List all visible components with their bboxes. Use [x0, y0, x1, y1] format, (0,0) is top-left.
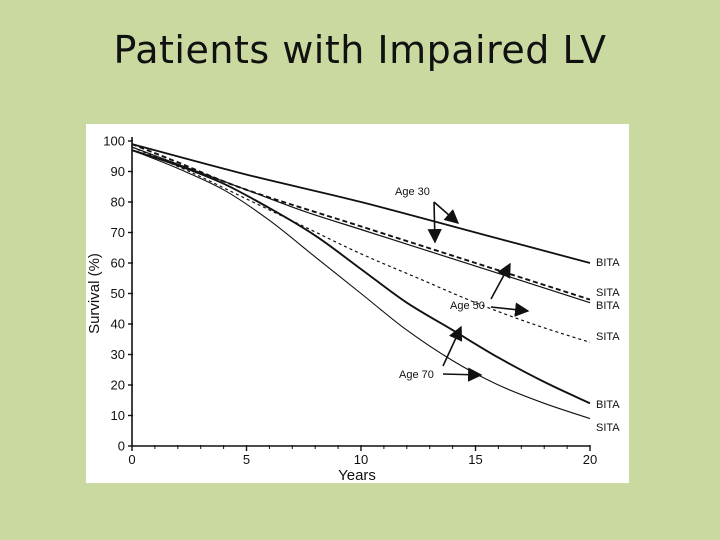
- series-line-age-50-bita: [131, 146, 591, 304]
- y-tick-label: 70: [111, 225, 125, 240]
- y-tick-label: 30: [111, 347, 125, 362]
- annotation-age-50: Age 50: [450, 300, 485, 312]
- series-line-age-70-bita: [131, 149, 591, 405]
- y-axis-title: Survival (%): [86, 253, 103, 334]
- x-axis-title: Years: [338, 467, 376, 483]
- y-tick-label: 20: [111, 378, 125, 393]
- y-tick-label: 40: [111, 317, 125, 332]
- survival-chart: 0 10 20 30 40 50 60 70 80 90 100 0 5 10 15 20 Years Survi…: [86, 134, 620, 485]
- x-tick-label: 20: [583, 452, 597, 467]
- chart-panel: 0 10 20 30 40 50 60 70 80 90 100 0 5 10 15 20 Years Survi…: [86, 124, 629, 485]
- y-tick-label: 50: [111, 286, 125, 301]
- annotation-age-30: Age 30: [395, 186, 430, 198]
- y-tick-label: 80: [111, 195, 125, 210]
- axes: 0 10 20 30 40 50 60 70 80 90 100 0 5 10 15 20 Years Survi…: [86, 134, 597, 485]
- y-tick-label: 60: [111, 256, 125, 271]
- series-line-age-70-sita: [131, 149, 591, 420]
- y-tick-label: 100: [103, 134, 125, 149]
- series-line-age-30-bita: [131, 143, 591, 264]
- end-label-bita: BITA: [596, 257, 620, 269]
- x-tick-label: 15: [468, 452, 482, 467]
- end-label-bita: BITA: [596, 300, 620, 312]
- annotation-arrow: [442, 367, 483, 382]
- end-label-sita: SITA: [596, 422, 620, 434]
- x-tick-label: 0: [128, 452, 135, 467]
- end-label-sita: SITA: [596, 287, 620, 299]
- annotation-arrow: [433, 201, 460, 224]
- slide-title: Patients with Impaired LV: [113, 28, 607, 72]
- annotation-arrow: [490, 302, 530, 317]
- series-line-age-50-sita: [131, 146, 591, 343]
- y-tick-label: 90: [111, 164, 125, 179]
- y-tick-label: 0: [118, 439, 125, 454]
- end-label-sita: SITA: [596, 331, 620, 343]
- end-label-bita: BITA: [596, 399, 620, 411]
- series-line-age-30-sita: [131, 143, 591, 301]
- annotation-arrow: [427, 201, 442, 244]
- y-tick-label: 10: [111, 408, 125, 423]
- x-tick-label: 10: [354, 452, 368, 467]
- x-tick-label: 5: [243, 452, 250, 467]
- annotation-arrow: [442, 325, 463, 367]
- series-lines: [131, 143, 591, 420]
- annotation-age-70: Age 70: [399, 369, 434, 381]
- annotation-arrow: [490, 262, 511, 300]
